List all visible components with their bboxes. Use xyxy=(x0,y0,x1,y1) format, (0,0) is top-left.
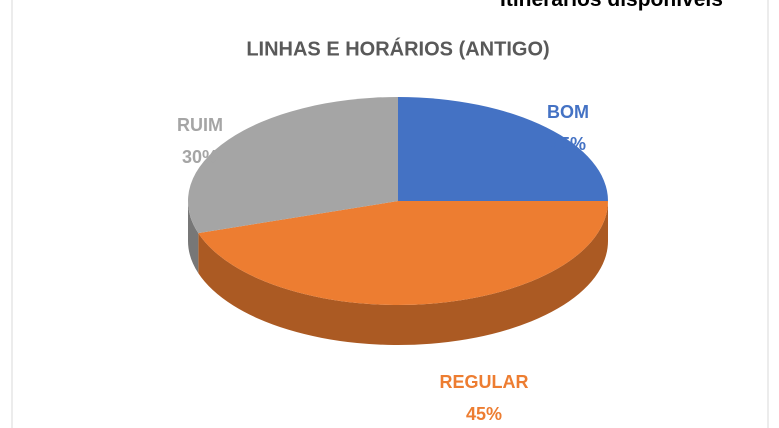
slice xyxy=(188,97,398,234)
slice-side xyxy=(188,201,199,274)
chart-frame xyxy=(11,0,769,428)
slice-side xyxy=(198,201,608,345)
slice-label: RUIM xyxy=(177,115,223,135)
slice-value-label: 45% xyxy=(466,404,502,424)
slice xyxy=(198,201,608,305)
slice-label: BOM xyxy=(547,102,589,122)
slice-value-label: 25% xyxy=(550,134,586,154)
top-note: Itinerários disponíveis xyxy=(500,0,779,12)
chart-title: LINHAS E HORÁRIOS (ANTIGO) xyxy=(246,37,549,60)
slice-value-label: 30% xyxy=(182,147,218,167)
slice xyxy=(398,97,608,201)
slice-label: REGULAR xyxy=(440,372,529,392)
